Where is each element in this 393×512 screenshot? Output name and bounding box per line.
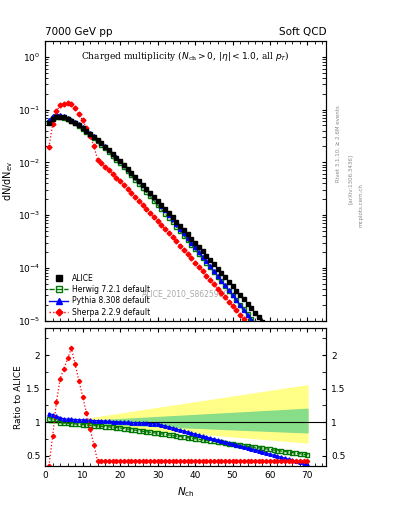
- X-axis label: $N_\mathregular{ch}$: $N_\mathregular{ch}$: [177, 485, 195, 499]
- Text: 7000 GeV pp: 7000 GeV pp: [45, 27, 113, 37]
- Y-axis label: dN/dN$_\mathregular{ev}$: dN/dN$_\mathregular{ev}$: [1, 161, 15, 201]
- Text: Soft QCD: Soft QCD: [279, 27, 326, 37]
- Text: [arXiv:1306.3436]: [arXiv:1306.3436]: [348, 154, 353, 204]
- Legend: ALICE, Herwig 7.2.1 default, Pythia 8.308 default, Sherpa 2.2.9 default: ALICE, Herwig 7.2.1 default, Pythia 8.30…: [49, 274, 150, 317]
- Text: Charged multiplicity ($N_\mathregular{ch}>0$, $|\eta|<1.0$, all $p_T$): Charged multiplicity ($N_\mathregular{ch…: [81, 49, 290, 63]
- Text: Rivet 3.1.10, ≥ 2.6M events: Rivet 3.1.10, ≥ 2.6M events: [336, 105, 341, 182]
- Text: mcplots.cern.ch: mcplots.cern.ch: [358, 183, 364, 227]
- Y-axis label: Ratio to ALICE: Ratio to ALICE: [14, 365, 23, 429]
- Text: ALICE_2010_S8625980: ALICE_2010_S8625980: [142, 289, 230, 298]
